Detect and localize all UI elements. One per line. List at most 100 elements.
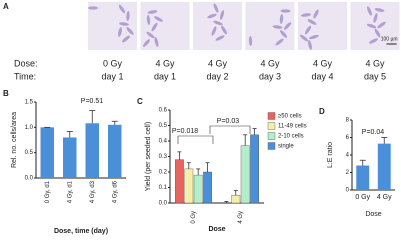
cell [272, 25, 283, 29]
legend-swatch [267, 122, 276, 130]
bar [174, 159, 184, 204]
cell [308, 40, 312, 50]
dose-value: 0 Gy [103, 58, 123, 68]
y-tick-label: 6 [346, 135, 350, 141]
cell [147, 10, 158, 14]
cell [248, 36, 253, 46]
y-tick-label: 0.5 [25, 150, 34, 156]
cell [221, 25, 227, 35]
legend-label: 11-49 cells [278, 124, 307, 130]
y-tick-label: 0 [346, 188, 350, 194]
bar [240, 145, 250, 204]
cell [119, 22, 129, 26]
x-tick-label: 4 Gy, d1 [67, 180, 73, 203]
y-tick-label: 0.3 [159, 154, 168, 160]
bar [250, 134, 259, 204]
dose-value: 4 Gy [313, 58, 333, 68]
bar [40, 127, 54, 178]
y-axis-label: Rel. no. cells/area [11, 112, 18, 168]
cell [219, 10, 225, 20]
time-value: day 2 [206, 71, 228, 81]
annotation: P=0.018 [172, 128, 198, 135]
legend-swatch [267, 142, 276, 150]
legend-swatch [267, 112, 276, 120]
cell [279, 14, 284, 24]
x-axis-label: Dose, time (day) [54, 228, 108, 235]
y-tick-label: 1.5 [25, 100, 34, 106]
cell [207, 13, 217, 19]
x-tick-label: 4 Gy, d6 [112, 180, 118, 203]
bar [193, 174, 203, 204]
time-value: day 3 [259, 71, 281, 81]
y-tick-label: 0.0 [159, 201, 168, 207]
cell [377, 21, 386, 29]
y-axis-label: L:E ratio [327, 142, 334, 168]
cell [279, 30, 288, 38]
time-value: day 4 [311, 71, 333, 81]
time-value: day 1 [154, 71, 176, 81]
legend-swatch [267, 132, 276, 140]
x-tick-label: 0 Gy, d1 [45, 180, 51, 203]
scale-bar-label: 100 µm [381, 36, 398, 42]
cell [368, 38, 379, 44]
y-tick-label: 2 [346, 170, 350, 176]
dose-value: 4 Gy [155, 58, 175, 68]
bar [203, 171, 212, 204]
cell [121, 35, 131, 43]
time-label: Time: [14, 71, 36, 81]
cell [215, 35, 225, 41]
panel-label: B [3, 89, 9, 98]
micrograph [88, 2, 137, 50]
y-tick-label: 0.5 [159, 123, 168, 129]
x-tick-label: 4 Gy, d3 [90, 180, 96, 203]
legend-label: single [278, 144, 294, 150]
y-tick-label: 4 [346, 153, 350, 159]
cell [374, 8, 385, 12]
x-tick-label: 0 Gy [355, 194, 370, 201]
cell [373, 13, 378, 23]
cell [126, 27, 134, 35]
cell [146, 15, 151, 25]
cell [366, 23, 377, 29]
micrograph [298, 2, 347, 50]
x-tick-label: 4 Gy [377, 194, 392, 201]
cell [283, 22, 292, 30]
cell [280, 9, 291, 13]
panel-label: C [137, 97, 143, 106]
cell [146, 31, 155, 39]
cell [151, 22, 158, 32]
bar [184, 168, 194, 204]
cell [154, 16, 163, 22]
cell [301, 13, 311, 17]
bar [108, 124, 122, 178]
cell [118, 4, 126, 14]
dose-label: Dose: [14, 58, 38, 68]
bar [377, 143, 391, 190]
time-value: day 1 [101, 71, 123, 81]
y-tick-label: 0.4 [159, 139, 168, 145]
dose-value: 4 Gy [208, 58, 228, 68]
cell [88, 6, 98, 10]
y-tick-label: 0.0 [25, 176, 34, 182]
cell [367, 6, 372, 16]
panel-label: A [3, 2, 9, 11]
y-tick-label: 0.6 [159, 108, 168, 114]
cell [309, 34, 319, 40]
x-axis-label: Dose [208, 226, 225, 233]
cell [213, 20, 223, 26]
y-tick-label: 0.1 [159, 185, 168, 191]
panel-label: D [319, 107, 325, 116]
cell [211, 26, 217, 36]
y-tick-label: 0.2 [159, 170, 168, 176]
cell [313, 9, 319, 19]
cell [154, 37, 159, 47]
cell [118, 27, 122, 37]
annotation: P=0.04 [362, 129, 384, 136]
x-axis-label: Dose [365, 211, 381, 218]
bar [356, 165, 370, 190]
cell [304, 25, 312, 35]
bracket [177, 135, 214, 144]
bar [85, 123, 99, 178]
time-value: day 5 [364, 71, 386, 81]
